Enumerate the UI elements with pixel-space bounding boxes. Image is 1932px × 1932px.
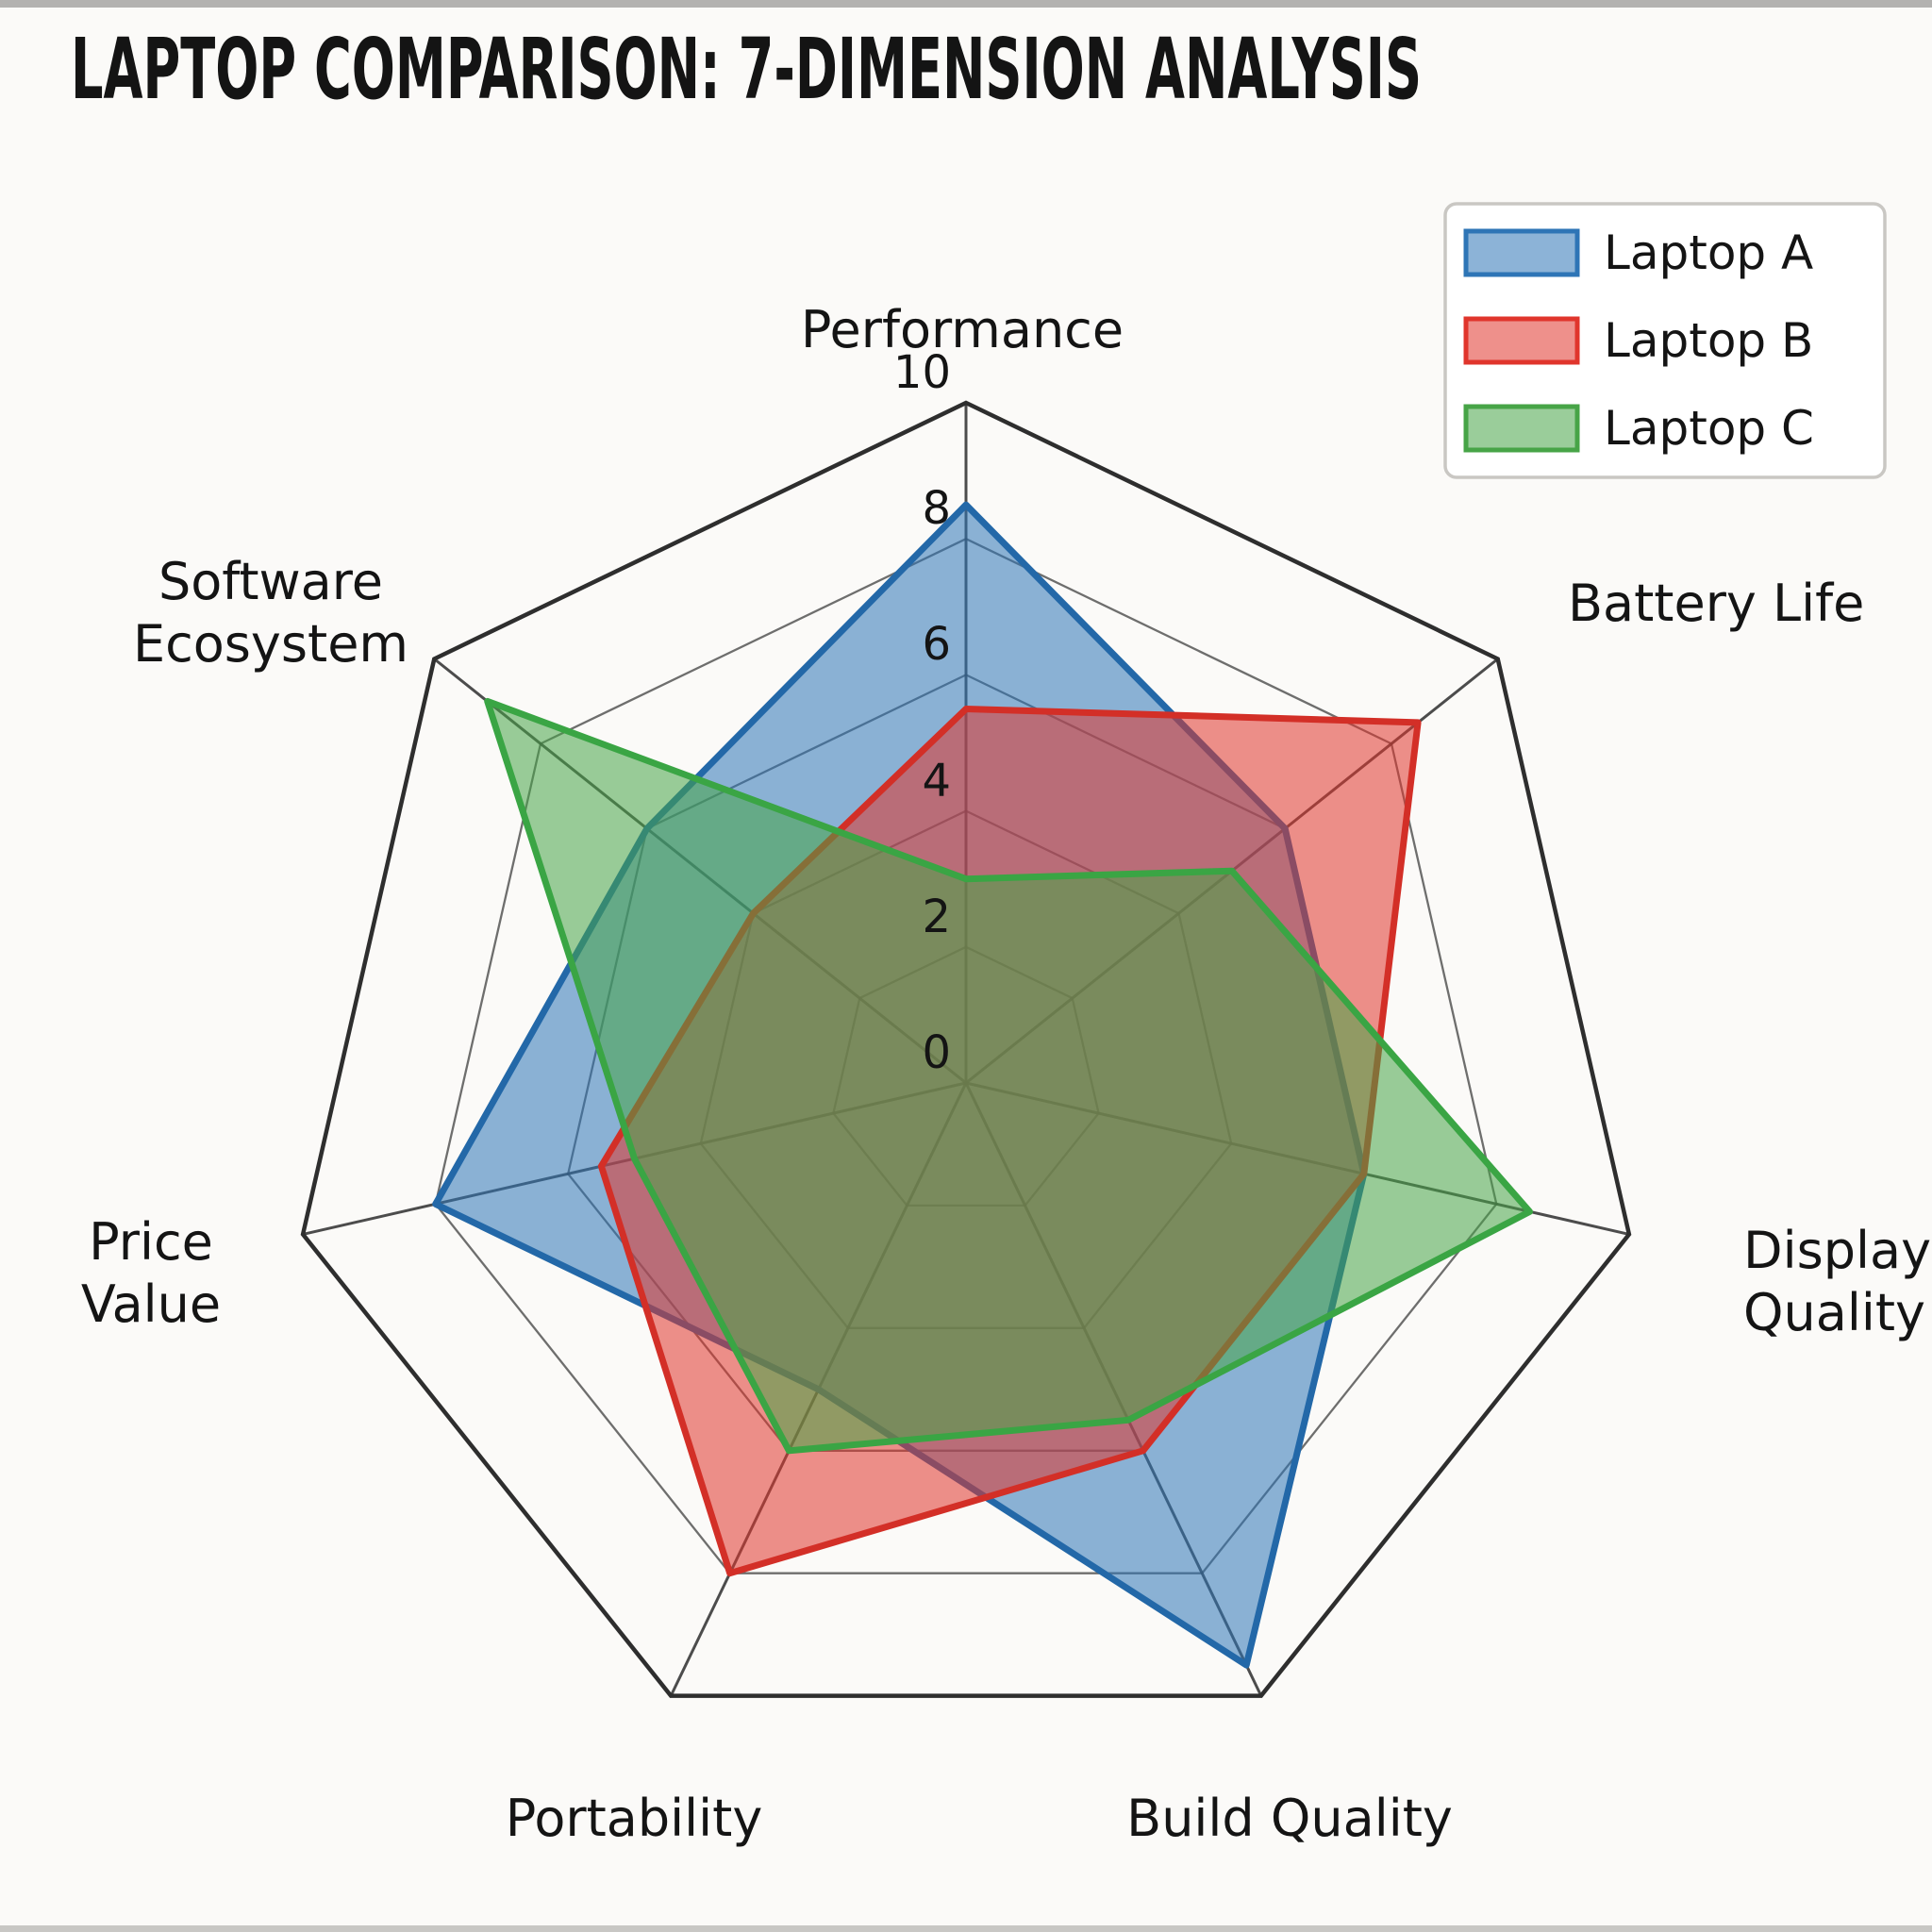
grid-outer-ring <box>300 400 1632 1698</box>
top-edge-artifact <box>0 0 1932 8</box>
radial-tick-label-2: 2 <box>922 891 951 943</box>
radial-tick-label-10: 10 <box>893 346 951 399</box>
radial-tick-label-4: 4 <box>922 755 951 808</box>
legend-swatch-icon <box>1463 228 1580 277</box>
radial-tick-label-8: 8 <box>922 482 951 535</box>
legend-item-label: Laptop B <box>1604 313 1813 368</box>
legend-item-label: Laptop A <box>1604 225 1813 280</box>
chart-title: LAPTOP COMPARISON: 7-DIMENSION ANALYSIS <box>71 20 1422 118</box>
legend-swatch-icon <box>1463 316 1580 365</box>
axis-label-software-ecosystem: Software Ecosystem <box>133 552 408 674</box>
series-polygon-laptop-c <box>484 697 1533 1455</box>
legend-item-label: Laptop C <box>1604 401 1814 456</box>
axis-label-price-value: Price Value <box>81 1212 221 1334</box>
legend-item-laptop-b: Laptop B <box>1463 313 1813 368</box>
radial-tick-label-6: 6 <box>922 618 951 671</box>
legend-item-laptop-c: Laptop C <box>1463 401 1814 456</box>
legend-swatch-icon <box>1463 404 1580 453</box>
radial-tick-label-0: 0 <box>922 1026 951 1079</box>
axis-label-build-quality: Build Quality <box>1126 1789 1453 1848</box>
axis-label-display-quality: Display Quality <box>1743 1221 1931 1342</box>
axis-label-portability: Portability <box>506 1789 763 1848</box>
legend-item-laptop-a: Laptop A <box>1463 225 1813 280</box>
axis-label-performance: Performance <box>801 300 1124 359</box>
legend: Laptop A Laptop B Laptop C <box>1443 202 1887 479</box>
bottom-edge-artifact <box>0 1925 1932 1932</box>
radar-series <box>432 501 1533 1669</box>
axis-label-battery-life: Battery Life <box>1568 574 1864 633</box>
